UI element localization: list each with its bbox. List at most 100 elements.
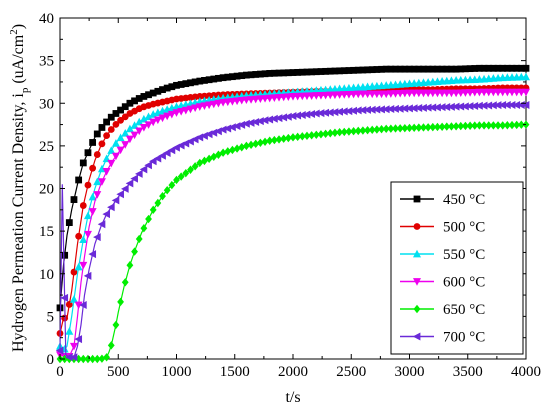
data-point [443, 65, 451, 73]
data-point [131, 247, 138, 256]
series-4 [56, 88, 530, 361]
data-point [336, 67, 343, 75]
data-point [163, 84, 171, 92]
data-point [111, 152, 120, 161]
data-point [340, 107, 348, 116]
data-point [79, 261, 88, 270]
data-point [117, 106, 124, 114]
data-point [494, 64, 502, 72]
data-point [149, 205, 157, 215]
data-point [344, 107, 353, 116]
data-point [89, 354, 97, 364]
data-point [382, 124, 390, 134]
data-point [400, 104, 409, 113]
data-point [307, 109, 316, 118]
data-point [508, 120, 516, 130]
data-point [65, 301, 73, 308]
data-point [462, 65, 469, 73]
data-point [112, 110, 120, 117]
data-point [135, 169, 143, 178]
data-point [224, 73, 232, 81]
data-point [103, 118, 110, 126]
data-point [358, 106, 367, 115]
data-point [401, 123, 409, 133]
legend: 450 °C 500 °C 550 °C 600 °C 650 °C 700 °C [390, 181, 524, 355]
legend-label: 700 °C [443, 330, 485, 346]
data-point [84, 149, 92, 157]
data-point [275, 69, 283, 77]
y-axis-title-unit: (uA/cm [10, 34, 27, 87]
data-point [210, 75, 218, 83]
data-point [111, 196, 120, 205]
data-point [429, 122, 437, 132]
y-tick-label: 30 [39, 96, 54, 112]
data-point [135, 95, 143, 102]
data-point [121, 184, 129, 193]
data-point [74, 335, 83, 344]
data-point [410, 123, 418, 133]
data-point [420, 65, 427, 73]
data-point [191, 104, 200, 113]
data-point [447, 102, 455, 111]
data-point [116, 190, 124, 199]
data-point [107, 341, 115, 350]
data-point [168, 180, 176, 190]
data-point [117, 116, 124, 124]
data-point [294, 68, 302, 76]
data-point [284, 69, 292, 77]
data-point [457, 121, 465, 131]
data-point [476, 64, 483, 72]
x-axis-title: t/s [285, 389, 300, 406]
data-point [420, 123, 427, 132]
data-point [270, 69, 278, 77]
data-point [508, 64, 516, 72]
data-point [451, 102, 460, 111]
data-point [433, 103, 441, 112]
data-point [284, 112, 292, 121]
y-tick-label: 10 [39, 267, 54, 283]
data-point [476, 121, 483, 130]
x-tick-label: 1000 [162, 364, 192, 380]
data-point [83, 230, 92, 239]
data-point [438, 65, 446, 73]
data-point [103, 353, 110, 362]
legend-label: 550 °C [443, 247, 485, 263]
data-point [485, 121, 493, 130]
legend-entry: 700 °C [400, 330, 485, 346]
data-point [354, 106, 362, 115]
data-point [97, 178, 106, 186]
legend-entry: 550 °C [400, 247, 485, 263]
data-point [79, 354, 87, 364]
data-point [443, 122, 451, 131]
data-point [438, 122, 446, 131]
data-point [121, 141, 130, 149]
data-point [162, 149, 171, 158]
data-point [252, 139, 260, 149]
y-axis-title-close: ) [10, 24, 27, 29]
data-point [173, 81, 180, 89]
data-point [378, 65, 385, 73]
data-point [335, 107, 343, 116]
data-point [84, 181, 92, 189]
data-point [251, 118, 260, 127]
data-point [130, 174, 138, 183]
data-point [88, 192, 97, 201]
data-point [149, 157, 157, 166]
data-point [121, 113, 129, 121]
data-point [298, 132, 306, 141]
data-point [415, 123, 423, 132]
data-point [144, 161, 152, 170]
data-point [498, 100, 507, 109]
data-point [125, 135, 134, 144]
data-point [289, 133, 297, 142]
data-point [233, 72, 241, 80]
data-point [69, 295, 78, 303]
data-point [158, 151, 166, 160]
data-point [139, 124, 148, 132]
legend-label: 600 °C [443, 275, 485, 291]
data-point [74, 301, 83, 310]
data-point [373, 66, 381, 73]
series-layer [55, 64, 530, 364]
x-tick-label: 2000 [278, 364, 308, 380]
data-point [279, 113, 288, 122]
